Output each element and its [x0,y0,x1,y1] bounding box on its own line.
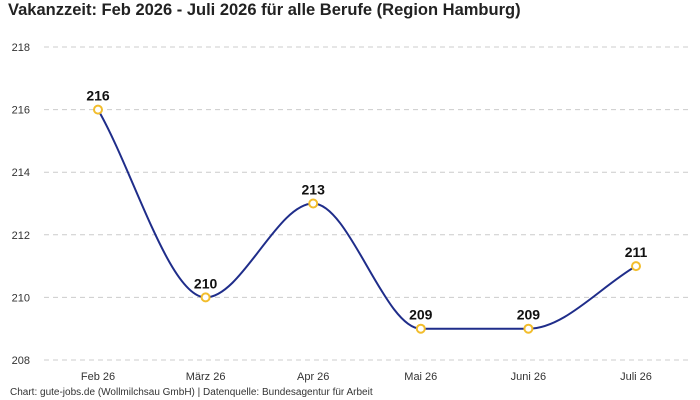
y-tick-label: 216 [12,105,30,117]
data-point [523,323,534,334]
data-label: 209 [409,307,433,323]
data-label: 210 [194,275,218,291]
x-tick-label: Juni 26 [511,371,546,383]
x-tick-label: Feb 26 [81,371,115,383]
data-label: 216 [86,88,110,104]
x-tick-label: Apr 26 [297,371,329,383]
y-tick-label: 214 [12,167,30,179]
chart-title: Vakanzzeit: Feb 2026 - Juli 2026 für all… [8,1,521,19]
data-point [631,261,641,272]
data-label: 213 [302,182,326,198]
y-tick-label: 210 [12,292,30,304]
y-tick-label: 212 [12,230,30,242]
y-tick-label: 208 [12,355,30,367]
data-point [93,104,103,115]
x-tick-label: Juli 26 [620,371,652,383]
y-tick-label: 218 [12,42,30,54]
data-point [415,323,426,334]
gridlines [44,46,692,361]
data-label: 211 [625,244,648,260]
x-tick-label: März 26 [186,371,226,383]
x-axis-ticks: Feb 26 März 26 Apr 26 Mai 26 Juni 26 Juli 26 [81,371,652,383]
chart-source: Chart: gute-jobs.de (Wollmilchsau GmbH) … [10,387,373,398]
series-line [97,109,637,330]
data-point [308,198,319,209]
x-tick-label: Mai 26 [404,371,437,383]
y-axis-ticks: 208 210 212 214 216 218 [12,42,30,367]
data-point [200,292,211,303]
data-points [93,104,641,334]
data-label: 209 [517,307,541,323]
data-labels: 216 210 213 209 209 211 [86,88,647,323]
